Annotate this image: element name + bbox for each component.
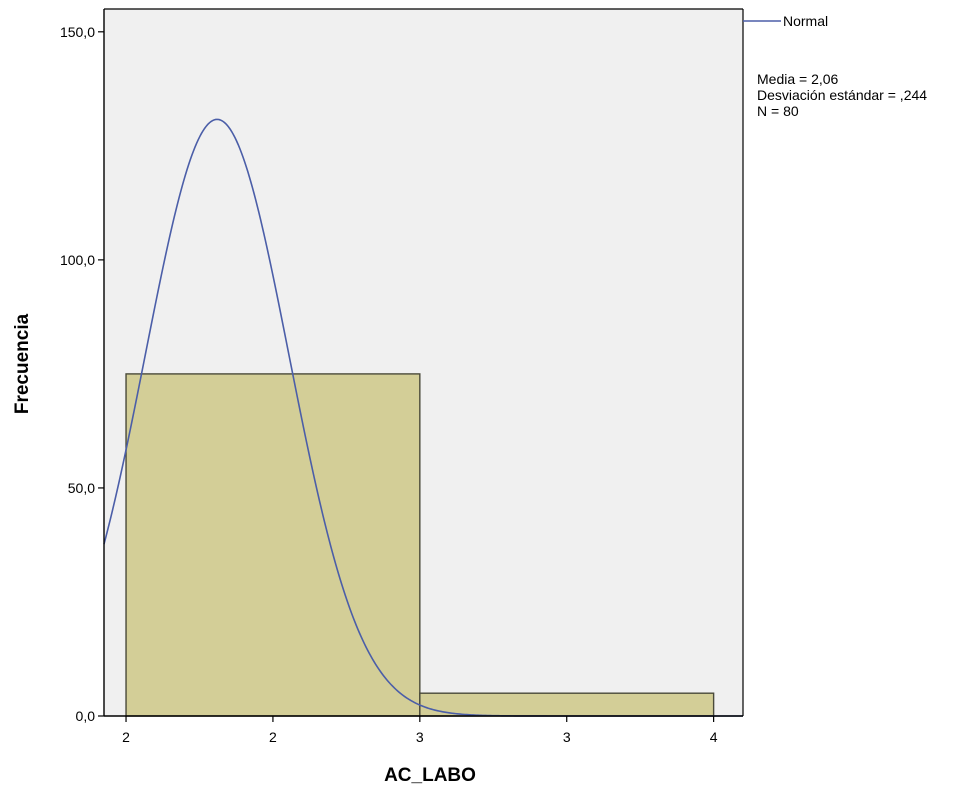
y-tick-label: 50,0 [68,480,95,496]
stats-mean: Media = 2,06 [757,71,839,87]
histogram-bar-1 [125,373,421,717]
x-axis-title: AC_LABO [384,765,476,786]
x-tick-label: 2 [269,729,277,745]
histogram-bar-2 [419,692,715,717]
legend-normal-label: Normal [783,13,828,29]
y-tick-label: 150,0 [60,24,95,40]
x-tick-label: 4 [710,729,718,745]
y-tick-label: 0,0 [76,708,96,724]
y-tick-label: 100,0 [60,252,95,268]
y-axis-title: Frecuencia [12,313,33,414]
axes: 0,0 50,0 100,0 150,0 2 2 3 3 4 [60,8,744,745]
stats-n: N = 80 [757,103,799,119]
stats-sd: Desviación estándar = ,244 [757,87,927,103]
x-tick-label: 3 [563,729,571,745]
legend: Normal Media = 2,06 Desviación estándar … [743,13,927,119]
plot-area [103,9,743,717]
x-tick-label: 3 [416,729,424,745]
x-tick-label: 2 [122,729,130,745]
